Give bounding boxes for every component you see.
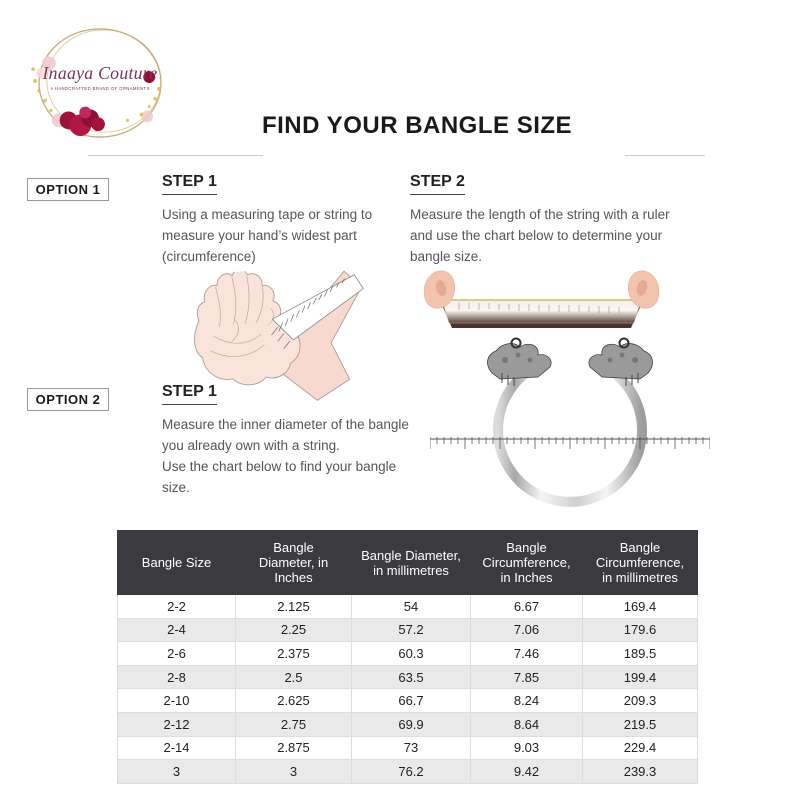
svg-text:A HANDCRAFTED BRAND OF ORNAMEN: A HANDCRAFTED BRAND OF ORNAMENTS bbox=[50, 86, 149, 91]
svg-text:Inaaya Couture: Inaaya Couture bbox=[42, 63, 158, 83]
